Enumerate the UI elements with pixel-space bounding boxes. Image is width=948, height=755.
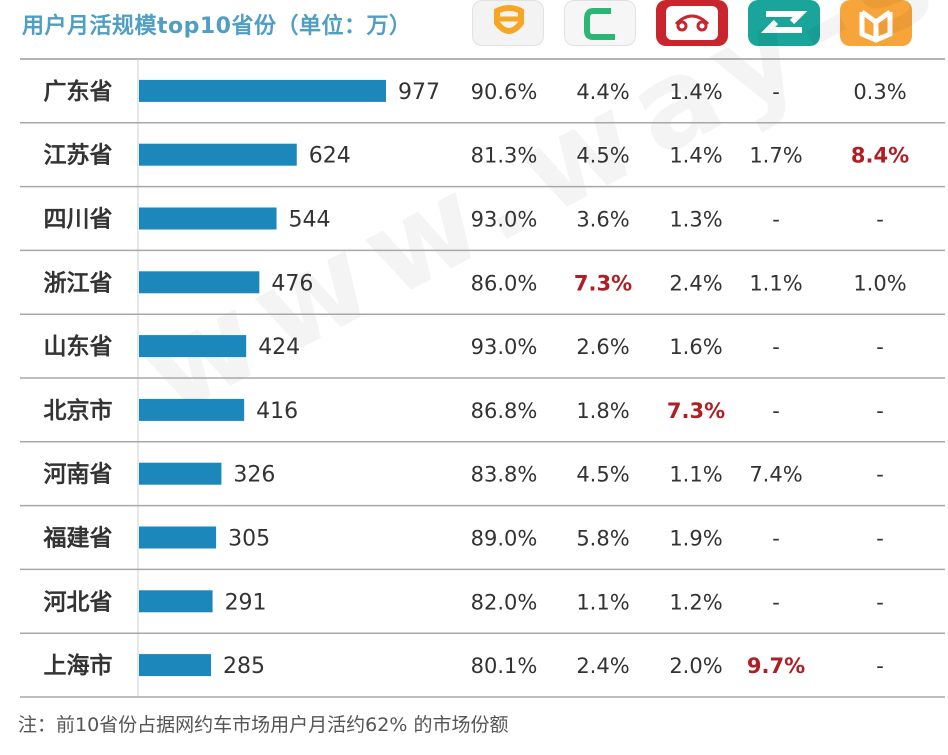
share-cell: - — [772, 590, 780, 614]
share-cell: 4.5% — [576, 144, 629, 168]
bar — [139, 654, 212, 677]
share-cell: - — [876, 590, 884, 614]
category-label: 河南省 — [44, 462, 113, 488]
value-label: 624 — [309, 144, 351, 169]
category-label: 广东省 — [44, 78, 113, 105]
share-cell: 1.3% — [669, 208, 722, 232]
bar — [139, 143, 297, 166]
share-cell: - — [772, 399, 780, 423]
share-cell: 4.4% — [576, 80, 629, 104]
share-cell: 1.4% — [669, 80, 722, 104]
category-label: 北京市 — [44, 397, 113, 424]
bar — [139, 207, 277, 230]
bar — [139, 271, 260, 294]
value-label: 305 — [228, 527, 270, 552]
share-cell: 89.0% — [471, 527, 538, 551]
share-cell: 3.6% — [576, 208, 629, 232]
share-cell: 1.7% — [749, 144, 802, 168]
share-cell: - — [876, 399, 884, 423]
share-cell: 1.9% — [669, 527, 722, 551]
category-label: 四川省 — [44, 207, 113, 233]
share-cell: 1.0% — [853, 271, 906, 295]
share-cell: 2.6% — [576, 335, 629, 359]
share-cell: 83.8% — [471, 463, 538, 487]
share-cell: 2.0% — [669, 654, 722, 678]
category-label: 江苏省 — [44, 143, 113, 169]
share-cell: 7.3% — [574, 271, 632, 295]
share-cell: 2.4% — [576, 654, 629, 678]
meituan-logo-icon — [840, 0, 912, 46]
category-label: 山东省 — [44, 333, 113, 360]
share-cell: 7.3% — [667, 399, 725, 423]
share-cell: - — [772, 335, 780, 359]
share-cell: 86.0% — [471, 271, 538, 295]
share-cell: 2.4% — [669, 271, 722, 295]
share-cell: - — [876, 335, 884, 359]
share-cell: 1.1% — [669, 463, 722, 487]
footnote: 注：前10省份占据网约车市场用户月活约62% 的市场份额 — [18, 714, 509, 736]
share-cell: 5.8% — [576, 527, 629, 551]
value-label: 977 — [398, 80, 440, 105]
cao-cao-logo-icon — [564, 0, 636, 46]
share-cell: 1.6% — [669, 335, 722, 359]
share-cell: 9.7% — [747, 654, 805, 678]
share-cell: 80.1% — [471, 654, 538, 678]
chart-title: 用户月活规模top10省份（单位：万） — [22, 14, 412, 39]
bar — [139, 462, 222, 485]
category-label: 浙江省 — [44, 270, 113, 296]
category-label: 河北省 — [44, 589, 113, 615]
value-label: 291 — [225, 590, 267, 615]
share-cell: 1.1% — [749, 271, 802, 295]
share-cell: - — [876, 527, 884, 551]
bar — [139, 398, 245, 421]
share-cell: - — [772, 527, 780, 551]
share-cell: 8.4% — [851, 144, 909, 168]
share-cell: - — [772, 80, 780, 104]
share-cell: 0.3% — [853, 80, 906, 104]
share-cell: 7.4% — [749, 463, 802, 487]
share-cell: 86.8% — [471, 399, 538, 423]
value-label: 285 — [223, 654, 265, 679]
share-cell: 82.0% — [471, 590, 538, 614]
share-cell: - — [876, 208, 884, 232]
bar — [139, 526, 217, 549]
shouqi-logo-icon — [656, 0, 728, 46]
share-cell: - — [876, 463, 884, 487]
share-cell: 4.5% — [576, 463, 629, 487]
share-cell: 93.0% — [471, 208, 538, 232]
value-label: 326 — [233, 463, 275, 488]
share-cell: 1.2% — [669, 590, 722, 614]
didi-logo-icon — [472, 0, 544, 46]
bar — [139, 79, 386, 102]
share-cell: - — [772, 208, 780, 232]
value-label: 544 — [289, 208, 331, 233]
share-cell: - — [876, 654, 884, 678]
share-cell: 1.1% — [576, 590, 629, 614]
category-label: 福建省 — [43, 526, 113, 552]
t3-logo-icon — [748, 0, 820, 46]
bar — [139, 590, 213, 613]
bar — [139, 335, 247, 358]
share-cell: 1.4% — [669, 144, 722, 168]
share-cell: 93.0% — [471, 335, 538, 359]
value-label: 416 — [256, 399, 298, 424]
share-cell: 81.3% — [471, 144, 538, 168]
share-cell: 1.8% — [576, 399, 629, 423]
value-label: 424 — [258, 335, 300, 360]
share-cell: 90.6% — [471, 80, 538, 104]
value-label: 476 — [271, 271, 313, 296]
category-label: 上海市 — [44, 652, 113, 679]
